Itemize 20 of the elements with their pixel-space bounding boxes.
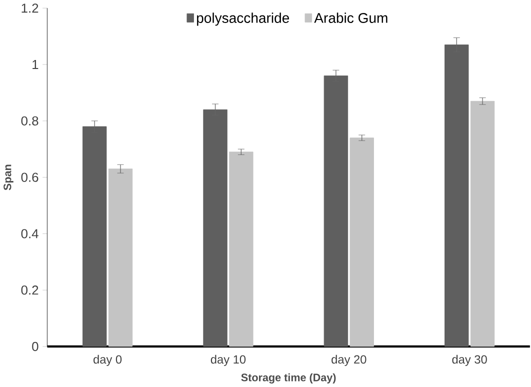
bar	[350, 138, 374, 347]
x-tick-label: day 0	[94, 354, 122, 366]
x-tick-label: day 20	[332, 354, 366, 366]
y-axis-title: Span	[4, 164, 14, 190]
legend-label: Arabic Gum	[314, 12, 388, 23]
bar	[203, 109, 228, 347]
y-tick-label: 0.4	[21, 229, 38, 238]
y-tick-label: 1	[32, 60, 38, 69]
bar	[470, 100, 495, 347]
y-tick-label: 0.6	[21, 172, 38, 182]
x-tick-label: day 30	[452, 354, 487, 366]
y-tick-label: 0	[32, 342, 38, 352]
bar	[108, 168, 133, 347]
x-tick-label: day 10	[210, 354, 246, 366]
x-axis-title: Storage time (Day)	[241, 373, 336, 384]
y-tick-label: 0.8	[21, 116, 38, 126]
bar	[229, 152, 254, 347]
legend-label: polysaccharide	[196, 12, 290, 26]
y-tick-label: 0.2	[21, 285, 38, 295]
y-tick-label: 1.2	[22, 4, 38, 13]
